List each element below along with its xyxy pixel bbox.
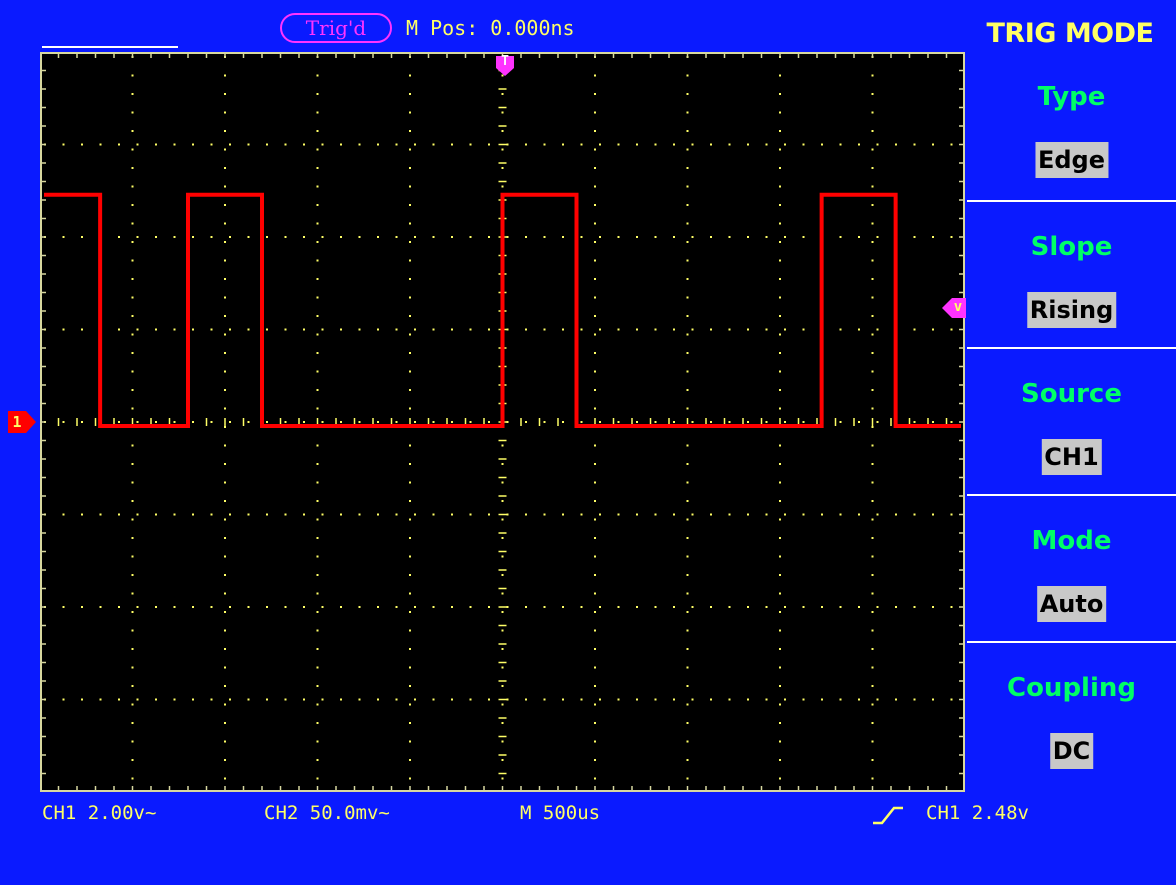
menu-item-value: Auto bbox=[1036, 586, 1107, 622]
ch1-scale-readout: CH1 2.00v~ bbox=[42, 802, 157, 824]
menu-item-label: Type bbox=[1037, 82, 1106, 112]
graticule-and-waveform bbox=[40, 52, 965, 792]
ch1-ground-marker[interactable]: 1 bbox=[8, 409, 38, 435]
ch1-waveform bbox=[44, 192, 961, 428]
menu-item-label: Mode bbox=[1031, 526, 1112, 556]
m-pos-readout: M Pos: 0.000ns bbox=[406, 16, 575, 40]
trigger-position-label: T bbox=[501, 54, 509, 69]
trigger-position-marker[interactable]: T bbox=[494, 54, 516, 78]
menu-item-value: Edge bbox=[1034, 142, 1109, 178]
ch1-marker-label: 1 bbox=[12, 413, 22, 431]
menu-item-mode[interactable]: Mode Auto bbox=[967, 494, 1176, 640]
menu-item-coupling[interactable]: Coupling DC bbox=[967, 641, 1176, 787]
menu-item-value: CH1 bbox=[1041, 439, 1102, 475]
trigger-level-label: v bbox=[953, 299, 963, 315]
menu-item-value: DC bbox=[1049, 733, 1094, 769]
menu-item-label: Source bbox=[1021, 379, 1122, 409]
menu-item-label: Coupling bbox=[1006, 673, 1136, 703]
menu-item-source[interactable]: Source CH1 bbox=[967, 347, 1176, 493]
timebase-readout: M 500us bbox=[520, 802, 601, 824]
menu-item-slope[interactable]: Slope Rising bbox=[967, 200, 1176, 346]
menu-item-label: Slope bbox=[1030, 232, 1113, 262]
menu-item-type[interactable]: Type Edge bbox=[967, 52, 1176, 198]
ch2-scale-readout: CH2 50.0mv~ bbox=[264, 802, 390, 824]
scope-display bbox=[40, 52, 965, 792]
menu-title: TRIG MODE bbox=[986, 18, 1155, 49]
menu-item-value: Rising bbox=[1026, 292, 1117, 328]
top-divider bbox=[42, 46, 178, 48]
rising-edge-icon bbox=[872, 805, 904, 829]
trigger-status-badge: Trig'd bbox=[280, 13, 392, 43]
trigger-level-readout: CH1 2.48v bbox=[926, 802, 1029, 824]
trigger-level-marker[interactable]: v bbox=[942, 296, 966, 320]
